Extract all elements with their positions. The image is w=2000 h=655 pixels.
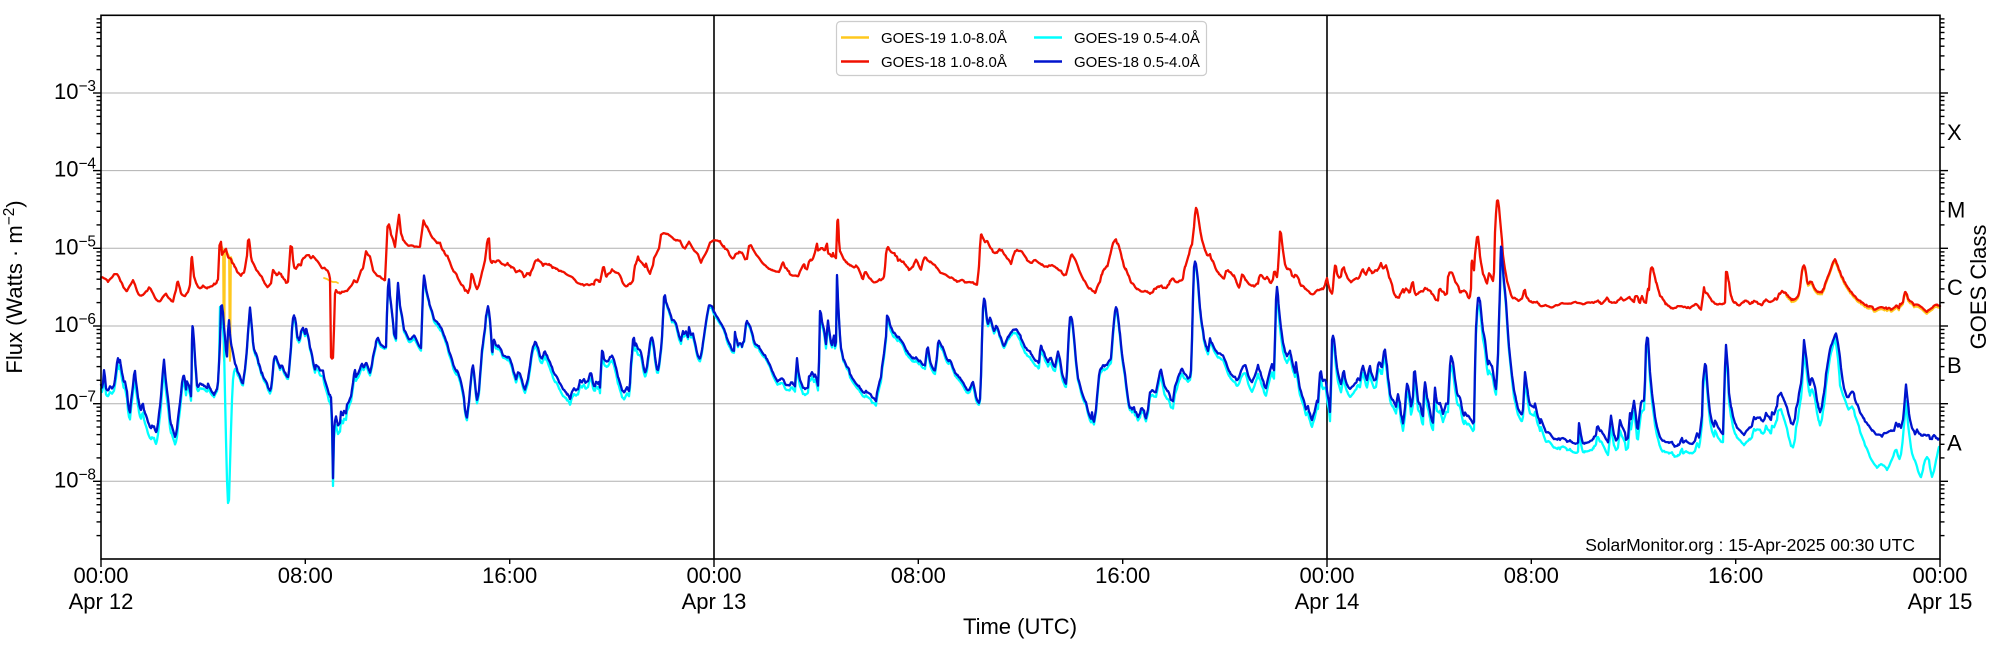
svg-text:GOES-18 1.0-8.0Å: GOES-18 1.0-8.0Å [881, 54, 1007, 71]
svg-text:00:00: 00:00 [686, 563, 741, 588]
svg-text:GOES-18 0.5-4.0Å: GOES-18 0.5-4.0Å [1074, 54, 1200, 71]
svg-text:A: A [1947, 431, 1962, 456]
svg-text:00:00: 00:00 [1912, 563, 1967, 588]
svg-text:16:00: 16:00 [1095, 563, 1150, 588]
svg-text:X: X [1947, 120, 1962, 145]
svg-text:Apr 15: Apr 15 [1908, 589, 1973, 614]
svg-text:Apr 14: Apr 14 [1295, 589, 1360, 614]
svg-text:B: B [1947, 353, 1962, 378]
svg-text:00:00: 00:00 [1299, 563, 1354, 588]
svg-text:16:00: 16:00 [482, 563, 537, 588]
svg-text:10−3: 10−3 [54, 78, 96, 104]
svg-text:Flux (Watts · m−2): Flux (Watts · m−2) [1, 200, 27, 373]
svg-text:00:00: 00:00 [73, 563, 128, 588]
svg-text:SolarMonitor.org : 15-Apr-2025: SolarMonitor.org : 15-Apr-2025 00:30 UTC [1585, 535, 1915, 555]
svg-text:Apr 12: Apr 12 [69, 589, 134, 614]
svg-text:M: M [1947, 198, 1965, 223]
svg-text:10−8: 10−8 [54, 466, 96, 492]
svg-text:Time (UTC): Time (UTC) [963, 614, 1077, 639]
svg-text:16:00: 16:00 [1708, 563, 1763, 588]
svg-text:08:00: 08:00 [891, 563, 946, 588]
svg-text:Apr 13: Apr 13 [682, 589, 747, 614]
svg-text:GOES-19 0.5-4.0Å: GOES-19 0.5-4.0Å [1074, 30, 1200, 47]
svg-text:C: C [1947, 275, 1963, 300]
svg-text:08:00: 08:00 [278, 563, 333, 588]
svg-text:GOES Class: GOES Class [1966, 225, 1991, 350]
svg-text:08:00: 08:00 [1504, 563, 1559, 588]
svg-text:GOES-19 1.0-8.0Å: GOES-19 1.0-8.0Å [881, 30, 1007, 47]
